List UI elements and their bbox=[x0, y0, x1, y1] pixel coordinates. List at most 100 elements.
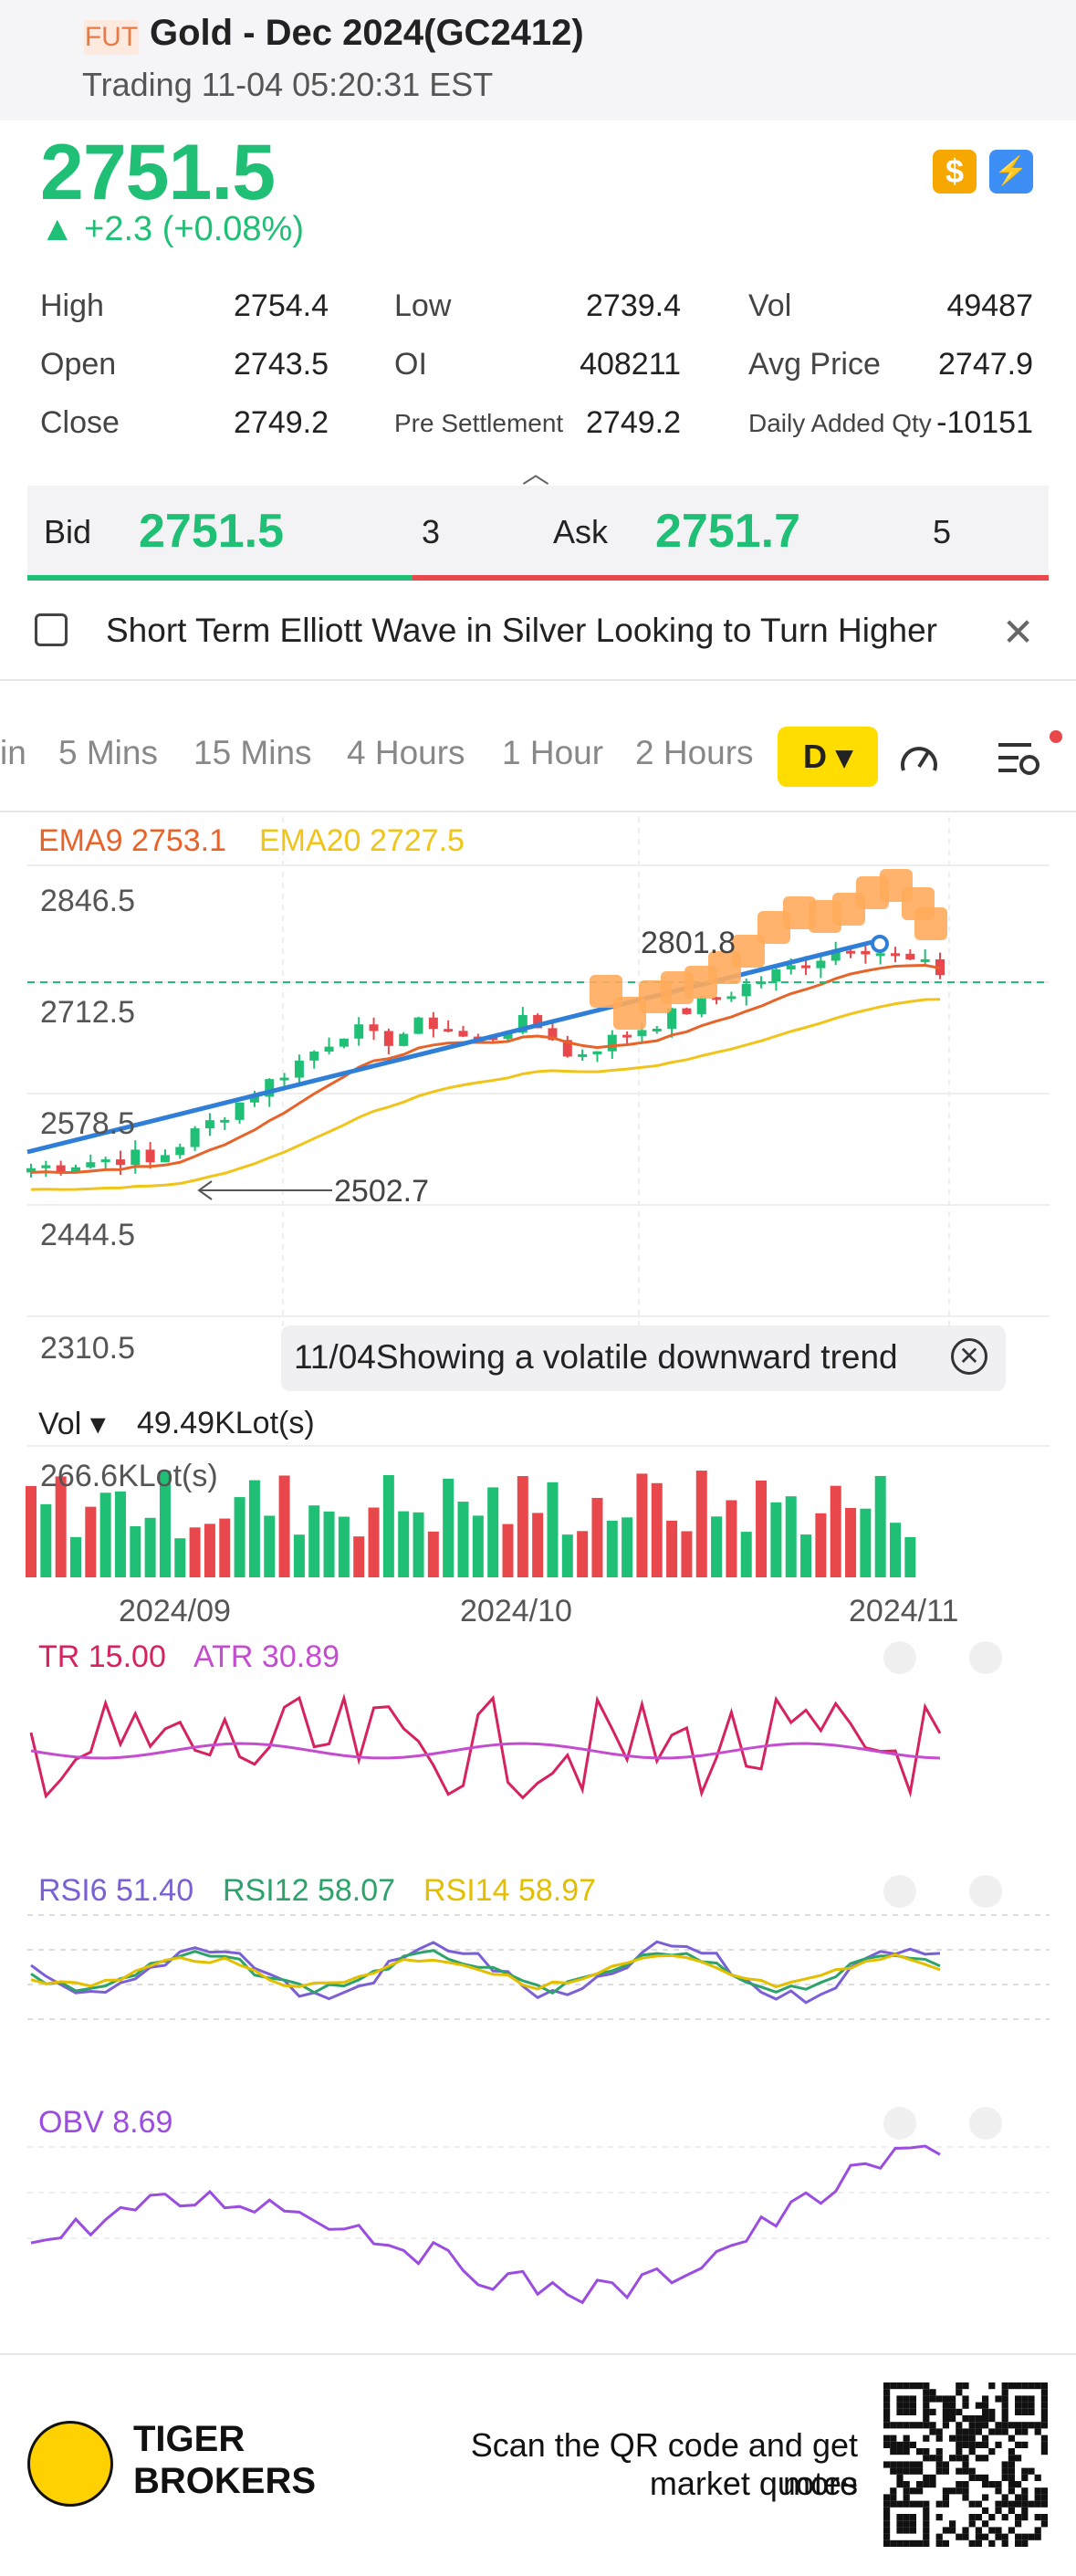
y-tick: 2578.5 bbox=[40, 1106, 135, 1141]
chart-canvas[interactable] bbox=[0, 0, 1076, 2337]
candle-body bbox=[383, 1031, 393, 1046]
candle-body bbox=[548, 1028, 558, 1041]
candle-body bbox=[786, 965, 796, 970]
candle-body bbox=[578, 1053, 588, 1057]
volume-bar bbox=[219, 1518, 231, 1577]
volume-bar bbox=[472, 1515, 484, 1577]
volume-bar bbox=[99, 1492, 111, 1577]
pin-icon bbox=[883, 2107, 916, 2140]
stat-high-value: 2754.4 bbox=[234, 288, 329, 323]
t-marker bbox=[757, 911, 790, 944]
candle-body bbox=[26, 1168, 36, 1173]
t-marker bbox=[732, 935, 765, 968]
ask-qty: 5 bbox=[933, 513, 952, 550]
chart-settings-icon[interactable] bbox=[995, 738, 1044, 780]
stat-avg-value: 2747.9 bbox=[938, 347, 1033, 382]
obv-legend: OBV 8.69 bbox=[38, 2105, 173, 2140]
close-icon bbox=[969, 2107, 1002, 2140]
news-icon bbox=[35, 613, 68, 646]
volume-bar bbox=[487, 1487, 499, 1577]
stat-vol-label: Vol bbox=[748, 288, 792, 323]
tab-day-label: D bbox=[802, 738, 827, 775]
volume-bar bbox=[547, 1482, 559, 1577]
volume-bar bbox=[130, 1525, 141, 1577]
volume-bar bbox=[443, 1478, 454, 1577]
pin-icon bbox=[883, 1875, 916, 1908]
candle-body bbox=[309, 1052, 319, 1061]
candle-body bbox=[905, 953, 915, 960]
candle-body bbox=[592, 1051, 602, 1054]
candle-body bbox=[339, 1038, 349, 1047]
candle-body bbox=[458, 1031, 468, 1037]
divider bbox=[0, 679, 1076, 681]
stat-open-label: Open bbox=[40, 347, 117, 382]
volume-bar bbox=[26, 1485, 37, 1577]
bolt-icon[interactable]: ⚡ bbox=[989, 150, 1033, 194]
volume-bar bbox=[368, 1507, 380, 1577]
stat-high-label: High bbox=[40, 288, 104, 323]
stat-oi-value: 408211 bbox=[580, 347, 681, 382]
tab-4hours[interactable]: 4 Hours bbox=[347, 734, 465, 771]
y-tick: 2310.5 bbox=[40, 1331, 135, 1366]
candle-body bbox=[517, 1014, 528, 1033]
candle-body bbox=[204, 1120, 214, 1129]
pin-icon bbox=[883, 1641, 916, 1674]
stat-close-label: Close bbox=[40, 405, 120, 440]
candle-body bbox=[354, 1024, 364, 1039]
volume-bar bbox=[532, 1513, 544, 1577]
bid-strength-bar bbox=[27, 575, 413, 581]
vol-value: 49.49KLot(s) bbox=[137, 1406, 315, 1440]
collapse-chevron-icon[interactable]: ︿ bbox=[522, 459, 549, 489]
qr-code-icon bbox=[883, 2382, 1048, 2547]
volume-bar bbox=[740, 1532, 752, 1577]
stat-low-label: Low bbox=[394, 288, 452, 323]
candle-body bbox=[70, 1167, 80, 1172]
ask-price: 2751.7 bbox=[655, 505, 801, 558]
dollar-icon[interactable]: $ bbox=[933, 150, 977, 194]
candle-body bbox=[145, 1149, 155, 1163]
candle-body bbox=[831, 950, 841, 961]
indicator-gauge-icon[interactable] bbox=[898, 738, 940, 780]
volume-bar bbox=[711, 1516, 723, 1577]
last-price: 2751.5 bbox=[40, 129, 276, 216]
rsi6-line bbox=[30, 1940, 941, 2005]
volume-bar bbox=[860, 1508, 872, 1577]
volume-bar bbox=[204, 1524, 215, 1577]
tab-day[interactable]: D ▾ bbox=[778, 727, 878, 787]
candle-body bbox=[726, 996, 736, 1000]
tab-1min[interactable]: in bbox=[0, 734, 26, 771]
candle-body bbox=[160, 1155, 170, 1163]
close-icon bbox=[969, 1641, 1002, 1674]
tab-2hours[interactable]: 2 Hours bbox=[635, 734, 754, 771]
candle-body bbox=[100, 1159, 110, 1163]
close-icon[interactable]: ✕ bbox=[951, 1338, 987, 1375]
volume-bar bbox=[517, 1476, 528, 1577]
volume-bar bbox=[502, 1524, 514, 1577]
candle-body bbox=[875, 953, 885, 957]
candle-body bbox=[741, 984, 751, 997]
instrument-title: Gold - Dec 2024(GC2412) bbox=[150, 13, 584, 53]
candle-body bbox=[920, 958, 930, 962]
candle-body bbox=[86, 1162, 96, 1168]
candle-body bbox=[846, 950, 856, 954]
news-headline[interactable]: Short Term Elliott Wave in Silver Lookin… bbox=[106, 612, 937, 649]
bid-ask-panel bbox=[27, 486, 1049, 577]
volume-bar bbox=[636, 1473, 648, 1577]
stat-pre-value: 2749.2 bbox=[586, 405, 681, 440]
volume-bar bbox=[874, 1475, 886, 1577]
volume-bar bbox=[398, 1511, 410, 1577]
close-icon[interactable]: ✕ bbox=[1002, 611, 1035, 654]
vol-selector[interactable]: Vol ▾ bbox=[38, 1407, 106, 1441]
rsi14-line bbox=[30, 1953, 941, 1991]
trend-tooltip-text: 11/04Showing a volatile downward trend bbox=[294, 1338, 898, 1376]
tab-5mins[interactable]: 5 Mins bbox=[58, 734, 158, 771]
candle-body bbox=[816, 960, 826, 969]
volume-bar bbox=[55, 1476, 67, 1577]
low-marker-label: 2502.7 bbox=[334, 1174, 429, 1209]
rsi6-legend: RSI6 51.40 bbox=[38, 1873, 194, 1908]
tab-1hour[interactable]: 1 Hour bbox=[502, 734, 604, 771]
stat-daq-value: -10151 bbox=[936, 405, 1033, 440]
volume-bar bbox=[427, 1531, 439, 1577]
tab-15mins[interactable]: 15 Mins bbox=[193, 734, 312, 771]
candle-body bbox=[220, 1119, 230, 1123]
